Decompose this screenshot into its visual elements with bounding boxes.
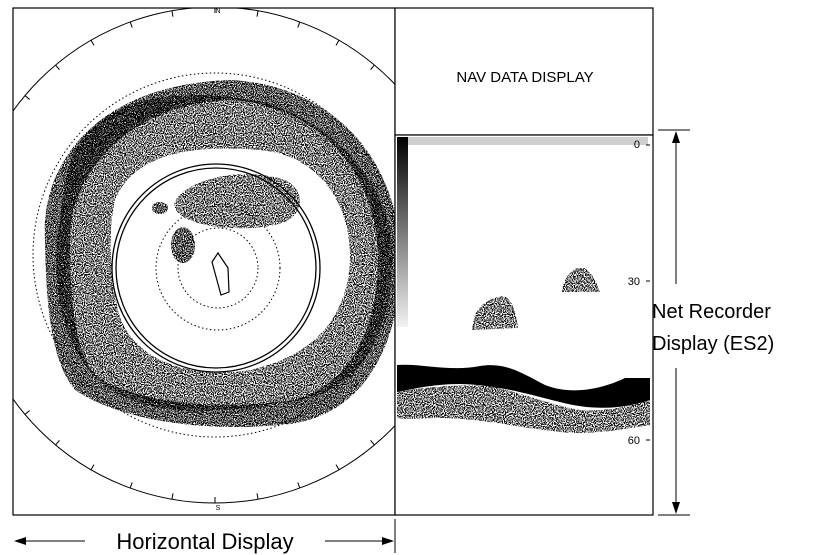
- net-recorder-dimension: Net Recorder Display (ES2): [652, 129, 774, 516]
- bearing-tick: [129, 21, 133, 28]
- bearing-tick: [171, 493, 174, 500]
- bearing-tick: [335, 39, 340, 46]
- nav-data-title: NAV DATA DISPLAY: [456, 69, 593, 86]
- net-recorder-frame: [394, 134, 654, 516]
- bearing-tick: [24, 410, 30, 415]
- arrow-down-icon: [672, 502, 680, 514]
- bearing-tick: [55, 64, 60, 70]
- net-recorder-panel: 0 30 60: [394, 134, 654, 516]
- own-ship-icon: [211, 251, 230, 296]
- compass-south-label: S: [216, 505, 221, 512]
- bearing-tick: [370, 64, 375, 70]
- horizontal-display-label: Horizontal Display: [116, 529, 293, 554]
- range-ring-dotted-1: [32, 72, 395, 438]
- bearing-tick: [24, 95, 30, 100]
- bearing-ticks: [0, 8, 375, 503]
- nav-data-frame: [394, 7, 654, 136]
- range-ring-dotted-3: [155, 205, 281, 331]
- seabed-echo: [397, 364, 650, 433]
- nav-data-panel: NAV DATA DISPLAY: [394, 7, 654, 136]
- depth-label-0: 0: [634, 139, 640, 151]
- bearing-tick: [0, 131, 5, 134]
- range-ring-dotted-4: [177, 227, 259, 309]
- depth-label-30: 30: [628, 276, 640, 288]
- arrow-left-icon: [14, 537, 26, 545]
- compass-north-label: N: [215, 8, 220, 15]
- bearing-tick: [335, 464, 340, 471]
- arrow-right-icon: [382, 537, 394, 545]
- outer-echo-scatter: [44, 80, 395, 427]
- bearing-tick: [297, 21, 301, 28]
- bearing-tick: [129, 482, 133, 489]
- fish-school-echo: [174, 174, 300, 229]
- bearing-tick: [90, 39, 95, 46]
- fish-echo-2: [562, 267, 600, 292]
- net-recorder-label-line2: Display (ES2): [652, 333, 774, 355]
- bearing-tick: [90, 464, 95, 471]
- depth-label-60: 60: [628, 435, 640, 447]
- net-ring-outer: [111, 163, 321, 373]
- horizontal-dimension: Horizontal Display: [14, 519, 396, 554]
- bearing-tick: [171, 10, 174, 17]
- bearing-tick: [55, 440, 60, 446]
- bearing-tick: [370, 440, 375, 446]
- fish-echo-1: [472, 296, 518, 330]
- bearing-tick: [256, 493, 259, 500]
- color-scale-bar: [397, 137, 408, 327]
- horizontal-display-panel: N S: [0, 7, 396, 516]
- arrow-up-icon: [672, 131, 680, 143]
- bearing-tick: [256, 10, 259, 17]
- net-recorder-label-line1: Net Recorder: [652, 301, 771, 323]
- net-ring-inner: [115, 167, 317, 369]
- surface-strip: [408, 137, 648, 145]
- bearing-tick: [0, 376, 5, 379]
- small-echo-scatter: [152, 202, 195, 263]
- bearing-tick: [297, 482, 301, 489]
